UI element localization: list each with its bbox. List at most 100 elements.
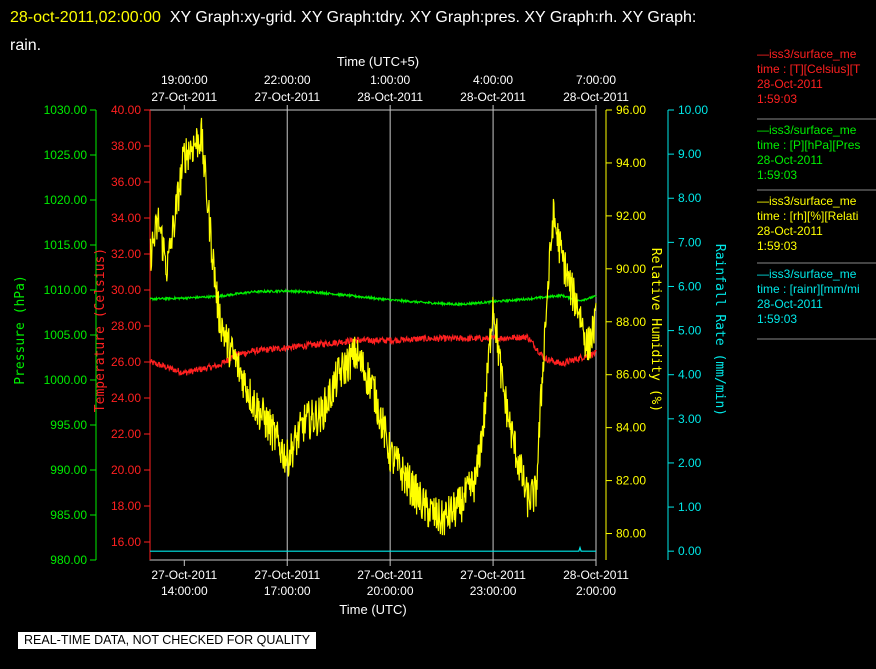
y-tick-label-pressure: 1005.00 xyxy=(44,328,88,342)
x-tick-label-date: 27-Oct-2011 xyxy=(460,568,526,582)
series-line-temperature xyxy=(149,332,597,377)
y-tick-label-pressure: 1020.00 xyxy=(44,193,88,207)
y-axis-label-rain: Rainfall Rate (mm/min) xyxy=(712,244,727,416)
x-top-tick-label-date: 27-Oct-2011 xyxy=(254,90,320,104)
legend-time: 1:59:03 xyxy=(757,168,798,182)
y-tick-label-humidity: 94.00 xyxy=(616,156,646,170)
y-tick-label-rain: 6.00 xyxy=(678,279,702,293)
x-tick-label-date: 27-Oct-2011 xyxy=(151,568,217,582)
legend-entry-temperature: —iss3/surface_me time : [T][Celsius][T 2… xyxy=(757,47,876,107)
y-tick-label-pressure: 980.00 xyxy=(50,553,87,567)
x-top-tick-label-time: 19:00:00 xyxy=(161,73,208,87)
x-top-tick-label-time: 7:00:00 xyxy=(576,73,616,87)
x-tick-label-time: 20:00:00 xyxy=(367,584,414,598)
y-tick-label-rain: 2.00 xyxy=(678,456,702,470)
legend-desc: time : [P][hPa][Pres xyxy=(757,138,861,152)
y-tick-label-rain: 3.00 xyxy=(678,412,702,426)
legend-date: 28-Oct-2011 xyxy=(757,297,823,311)
y-tick-label-temperature: 38.00 xyxy=(111,139,141,153)
legend-series: —iss3/surface_me xyxy=(757,123,857,137)
x-tick-label-date: 28-Oct-2011 xyxy=(563,568,629,582)
x-top-tick-label-time: 4:00:00 xyxy=(473,73,513,87)
y-tick-label-humidity: 92.00 xyxy=(616,209,646,223)
legend-date: 28-Oct-2011 xyxy=(757,153,823,167)
legend-desc: time : [rh][%][Relati xyxy=(757,209,859,223)
timestamp: 28-oct-2011,02:00:00 xyxy=(10,9,161,26)
y-tick-label-rain: 8.00 xyxy=(678,191,702,205)
y-tick-label-rain: 10.00 xyxy=(678,103,708,117)
y-tick-label-pressure: 1030.00 xyxy=(44,103,88,117)
y-tick-label-rain: 1.00 xyxy=(678,500,702,514)
x-tick-label-time: 17:00:00 xyxy=(264,584,311,598)
legend-series: —iss3/surface_me xyxy=(757,267,857,281)
legend-series: —iss3/surface_me xyxy=(757,47,857,61)
graph-list: XY Graph:xy-grid. XY Graph:tdry. XY Grap… xyxy=(169,9,697,26)
x-tick-label-date: 27-Oct-2011 xyxy=(254,568,320,582)
y-tick-label-rain: 9.00 xyxy=(678,147,702,161)
y-tick-label-humidity: 82.00 xyxy=(616,474,646,488)
y-tick-label-humidity: 84.00 xyxy=(616,421,646,435)
y-tick-label-rain: 4.00 xyxy=(678,368,702,382)
legend-time: 1:59:03 xyxy=(757,312,798,326)
legend-series: —iss3/surface_me xyxy=(757,194,857,208)
legend-entry-rain: —iss3/surface_me time : [rainr][mm/mi 28… xyxy=(757,267,876,327)
y-tick-label-temperature: 40.00 xyxy=(111,103,141,117)
x-tick-label-date: 27-Oct-2011 xyxy=(357,568,423,582)
y-tick-label-pressure: 1025.00 xyxy=(44,148,88,162)
y-tick-label-humidity: 88.00 xyxy=(616,315,646,329)
series-line-rain xyxy=(150,545,596,552)
y-tick-label-temperature: 20.00 xyxy=(111,463,141,477)
y-tick-label-temperature: 24.00 xyxy=(111,391,141,405)
y-tick-label-pressure: 1015.00 xyxy=(44,238,88,252)
y-tick-label-temperature: 30.00 xyxy=(111,283,141,297)
graph-list-continued: rain. xyxy=(10,37,42,54)
x-top-tick-label-date: 27-Oct-2011 xyxy=(151,90,217,104)
legend-desc: time : [T][Celsius][T xyxy=(757,62,861,76)
x-top-tick-label-time: 22:00:00 xyxy=(264,73,311,87)
x-top-tick-label-date: 28-Oct-2011 xyxy=(357,90,423,104)
y-tick-label-pressure: 990.00 xyxy=(50,463,87,477)
series-line-humidity xyxy=(149,117,597,536)
y-tick-label-temperature: 16.00 xyxy=(111,535,141,549)
legend-date: 28-Oct-2011 xyxy=(757,77,823,91)
y-tick-label-temperature: 36.00 xyxy=(111,175,141,189)
x-axis-label: Time (UTC) xyxy=(339,602,406,617)
x-tick-label-time: 23:00:00 xyxy=(470,584,517,598)
legend-time: 1:59:03 xyxy=(757,92,798,106)
y-tick-label-temperature: 22.00 xyxy=(111,427,141,441)
y-tick-label-humidity: 96.00 xyxy=(616,103,646,117)
y-tick-label-temperature: 26.00 xyxy=(111,355,141,369)
y-tick-label-pressure: 1010.00 xyxy=(44,283,88,297)
y-axis-label-pressure: Pressure (hPa) xyxy=(13,275,28,385)
x-tick-label-time: 2:00:00 xyxy=(576,584,616,598)
y-tick-label-rain: 0.00 xyxy=(678,544,702,558)
y-tick-label-temperature: 28.00 xyxy=(111,319,141,333)
graph-title-bar: 28-oct-2011,02:00:00 XY Graph:xy-grid. X… xyxy=(10,4,850,60)
x-top-tick-label-date: 28-Oct-2011 xyxy=(563,90,629,104)
legend-date: 28-Oct-2011 xyxy=(757,224,823,238)
x-top-tick-label-date: 28-Oct-2011 xyxy=(460,90,526,104)
y-tick-label-pressure: 995.00 xyxy=(50,418,87,432)
y-tick-label-humidity: 80.00 xyxy=(616,527,646,541)
y-axis-label-temperature: Temperature (Celsius) xyxy=(93,248,108,412)
legend-time: 1:59:03 xyxy=(757,239,798,253)
legend-entry-pressure: —iss3/surface_me time : [P][hPa][Pres 28… xyxy=(757,123,876,183)
y-tick-label-humidity: 86.00 xyxy=(616,368,646,382)
y-tick-label-temperature: 32.00 xyxy=(111,247,141,261)
y-tick-label-pressure: 1000.00 xyxy=(44,373,88,387)
y-tick-label-temperature: 34.00 xyxy=(111,211,141,225)
quality-notice: REAL-TIME DATA, NOT CHECKED FOR QUALITY xyxy=(18,632,317,649)
series-line-pressure xyxy=(149,288,597,307)
x-top-axis-label: Time (UTC+5) xyxy=(337,54,419,69)
legend-entry-humidity: —iss3/surface_me time : [rh][%][Relati 2… xyxy=(757,194,876,254)
x-top-tick-label-time: 1:00:00 xyxy=(370,73,410,87)
y-tick-label-rain: 7.00 xyxy=(678,235,702,249)
y-tick-label-humidity: 90.00 xyxy=(616,262,646,276)
legend-desc: time : [rainr][mm/mi xyxy=(757,282,860,296)
x-tick-label-time: 14:00:00 xyxy=(161,584,208,598)
y-tick-label-pressure: 985.00 xyxy=(50,508,87,522)
y-axis-label-humidity: Relative Humidity (%) xyxy=(648,248,663,412)
y-tick-label-rain: 5.00 xyxy=(678,324,702,338)
y-tick-label-temperature: 18.00 xyxy=(111,499,141,513)
